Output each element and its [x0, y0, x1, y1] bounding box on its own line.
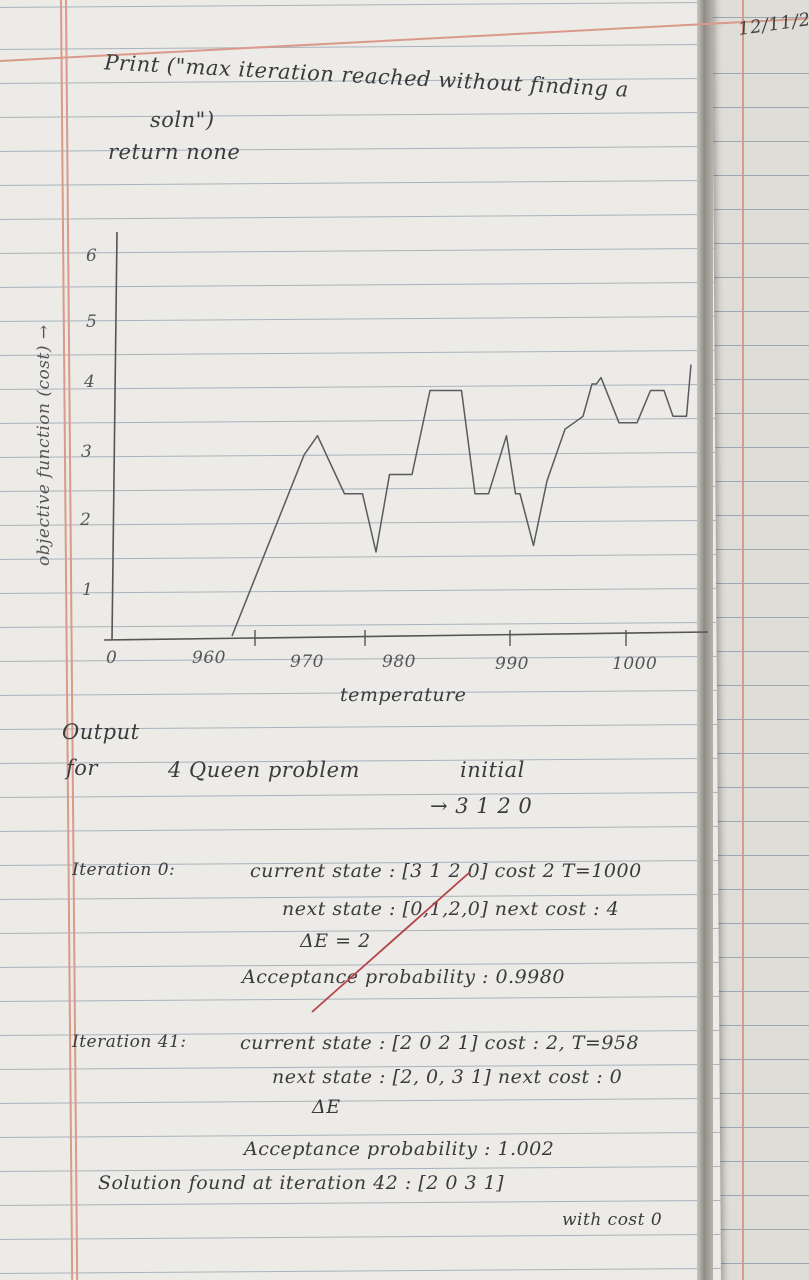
output-heading: Output [62, 720, 140, 744]
output-problem: 4 Queen problem [168, 758, 360, 782]
iteration-41-next-state: next state : [2, 0, 3 1] next cost : 0 [272, 1066, 623, 1088]
x-tick-980: 980 [382, 652, 416, 672]
y-tick-5: 5 [86, 312, 98, 332]
y-axis [111, 231, 118, 641]
x-tick-960: 960 [192, 648, 226, 668]
cost-series-line [231, 364, 692, 637]
x-tick-1000: 1000 [612, 654, 658, 674]
print-statement-continuation: soln") [150, 108, 215, 132]
right-margin-line [742, 0, 744, 1280]
iteration-0-delta: ΔE = 2 [300, 930, 371, 952]
y-tick-6: 6 [86, 246, 98, 266]
iteration-0-acceptance: Acceptance probability : 0.9980 [242, 966, 565, 988]
x-axis-label: temperature [340, 684, 467, 706]
iteration-41-label: Iteration 41: [72, 1032, 187, 1052]
iteration-0-label: Iteration 0: [72, 860, 176, 880]
iteration-41-current-state: current state : [2 0 2 1] cost : 2, T=95… [240, 1032, 640, 1054]
iteration-0-current-state: current state : [3 1 2 0] cost 2 T=1000 [250, 860, 642, 882]
notebook-binding [697, 0, 713, 1280]
y-tick-2: 2 [80, 510, 92, 530]
solution-line: Solution found at iteration 42 : [2 0 3 … [98, 1172, 505, 1194]
output-for: for [66, 756, 98, 780]
notebook-right-page [705, 0, 809, 1280]
x-tick-0: 0 [106, 648, 118, 668]
iteration-41-delta: ΔE [312, 1096, 341, 1118]
x-tick-970: 970 [290, 652, 324, 672]
return-statement: return none [108, 140, 241, 164]
output-initial-state: → 3 1 2 0 [430, 794, 533, 818]
x-tick-990: 990 [495, 654, 529, 674]
y-tick-3: 3 [81, 442, 93, 462]
x-axis [103, 631, 709, 641]
iteration-41-acceptance: Acceptance probability : 1.002 [244, 1138, 555, 1160]
iteration-0-next-state: next state : [0,1,2,0] next cost : 4 [282, 898, 620, 920]
y-tick-1: 1 [82, 580, 94, 600]
solution-cost: with cost 0 [562, 1210, 663, 1230]
output-initial-label: initial [460, 758, 525, 782]
y-tick-4: 4 [84, 372, 96, 392]
